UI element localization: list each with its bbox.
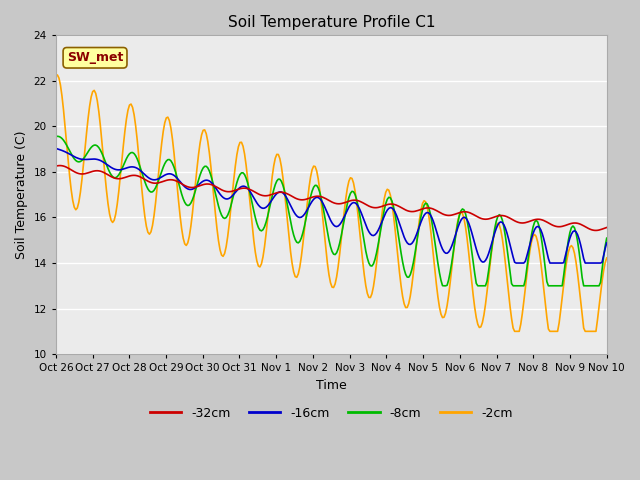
- -32cm: [121, 175, 129, 180]
- Text: SW_met: SW_met: [67, 51, 124, 64]
- -16cm: [52, 145, 60, 151]
- Line: -32cm: -32cm: [56, 166, 607, 230]
- -8cm: [121, 159, 129, 165]
- -2cm: [245, 192, 253, 197]
- Y-axis label: Soil Temperature (C): Soil Temperature (C): [15, 131, 28, 259]
- -2cm: [294, 271, 302, 277]
- Line: -8cm: -8cm: [56, 136, 607, 286]
- -8cm: [603, 235, 611, 241]
- -16cm: [293, 213, 301, 219]
- -2cm: [575, 284, 583, 289]
- -32cm: [218, 187, 225, 192]
- -2cm: [603, 255, 611, 261]
- -2cm: [54, 72, 61, 78]
- -8cm: [236, 172, 244, 178]
- -8cm: [245, 186, 253, 192]
- -8cm: [54, 133, 61, 139]
- -32cm: [245, 186, 253, 192]
- -16cm: [216, 191, 224, 197]
- -8cm: [52, 133, 60, 139]
- -8cm: [294, 240, 302, 246]
- Legend: -32cm, -16cm, -8cm, -2cm: -32cm, -16cm, -8cm, -2cm: [145, 402, 518, 425]
- -8cm: [440, 283, 448, 288]
- -16cm: [603, 240, 611, 246]
- -8cm: [575, 249, 583, 254]
- -32cm: [592, 228, 600, 233]
- -2cm: [218, 252, 225, 258]
- -16cm: [573, 232, 581, 238]
- -32cm: [294, 196, 302, 202]
- -8cm: [218, 212, 225, 218]
- Line: -2cm: -2cm: [56, 75, 607, 331]
- Line: -16cm: -16cm: [56, 148, 607, 263]
- X-axis label: Time: Time: [316, 379, 347, 392]
- -16cm: [512, 260, 520, 266]
- Title: Soil Temperature Profile C1: Soil Temperature Profile C1: [227, 15, 435, 30]
- -16cm: [120, 166, 127, 172]
- -2cm: [121, 128, 129, 134]
- -16cm: [244, 185, 252, 191]
- -2cm: [52, 73, 60, 79]
- -32cm: [236, 186, 244, 192]
- -16cm: [235, 186, 243, 192]
- -32cm: [573, 220, 581, 226]
- -32cm: [52, 163, 60, 169]
- -2cm: [236, 140, 244, 145]
- -2cm: [511, 328, 518, 334]
- -32cm: [603, 225, 611, 230]
- -32cm: [56, 163, 64, 168]
